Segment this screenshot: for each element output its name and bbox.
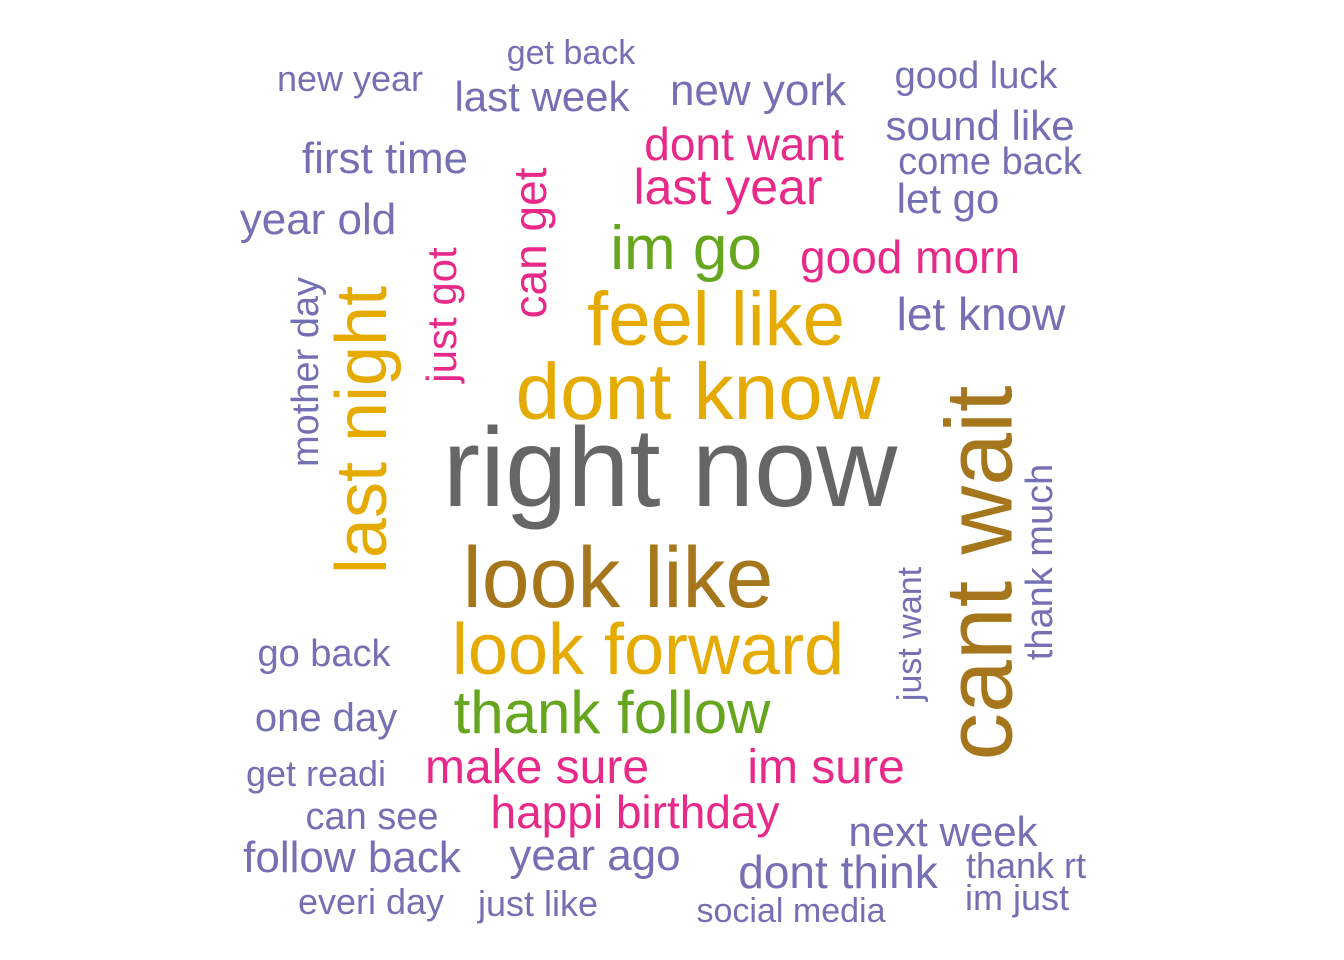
word-look-forward: look forward: [452, 614, 844, 686]
word-im-sure: im sure: [747, 744, 904, 792]
word-good-morn: good morn: [800, 234, 1020, 280]
word-just-got: just got: [421, 247, 463, 382]
word-thank-follow: thank follow: [454, 683, 771, 743]
word-dont-want: dont want: [644, 121, 843, 167]
word-get-readi: get readi: [246, 756, 386, 792]
word-just-want: just want: [893, 567, 927, 701]
word-just-like: just like: [478, 886, 598, 922]
word-happi-birthday: happi birthday: [491, 789, 780, 835]
word-one-day: one day: [255, 698, 397, 738]
word-good-luck: good luck: [895, 57, 1058, 95]
word-year-old: year old: [240, 198, 397, 242]
word-follow-back: follow back: [243, 836, 461, 880]
word-new-year: new year: [277, 61, 423, 97]
word-can-get: can get: [507, 168, 553, 319]
word-can-see: can see: [305, 798, 438, 836]
word-dont-think: dont think: [738, 849, 937, 895]
word-year-ago: year ago: [509, 834, 680, 878]
word-dont-know: dont know: [516, 352, 881, 432]
word-let-go: let go: [897, 178, 1000, 220]
word-thank-much: thank much: [1021, 464, 1059, 660]
word-make-sure: make sure: [425, 744, 649, 792]
word-mother-day: mother day: [287, 277, 325, 467]
word-feel-like: feel like: [587, 282, 845, 358]
word-go-back: go back: [257, 635, 390, 673]
word-social-media: social media: [697, 894, 886, 928]
word-look-like: look like: [463, 535, 774, 621]
word-everi-day: everi day: [298, 884, 444, 920]
word-let-know: let know: [897, 291, 1066, 337]
word-im-just: im just: [965, 880, 1069, 916]
word-first-time: first time: [302, 137, 468, 181]
word-last-night: last night: [326, 286, 398, 574]
word-get-back: get back: [507, 36, 636, 70]
word-last-week: last week: [454, 76, 629, 118]
word-new-york: new york: [670, 69, 846, 113]
word-cant-wait: cant wait: [933, 386, 1028, 761]
word-im-go: im go: [610, 218, 762, 280]
